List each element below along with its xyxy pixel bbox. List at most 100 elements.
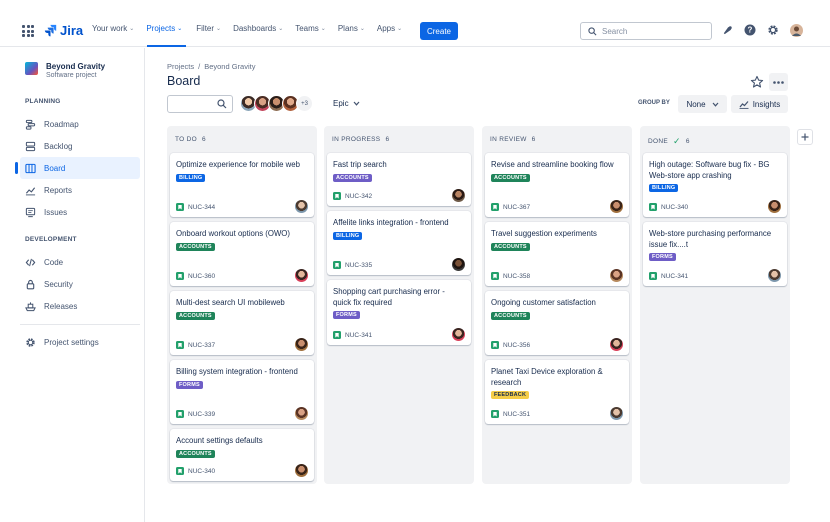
- avatar[interactable]: [295, 407, 308, 420]
- add-column-button[interactable]: [797, 129, 813, 145]
- avatar[interactable]: [610, 269, 623, 282]
- issue-card[interactable]: Multi-dest search UI mobileweb ACCOUNTS …: [170, 291, 314, 355]
- project-header[interactable]: Beyond Gravity Software project: [25, 62, 105, 79]
- avatar[interactable]: [610, 338, 623, 351]
- insights-label: Insights: [752, 99, 781, 109]
- card-footer: NUC-341: [333, 331, 372, 339]
- avatar[interactable]: [295, 464, 308, 477]
- nav-filter[interactable]: Filter ⌄: [196, 24, 221, 33]
- issue-key: NUC-335: [345, 261, 373, 269]
- card-title: Travel suggestion experiments: [491, 229, 597, 238]
- nav-projects[interactable]: Projects ⌄: [146, 24, 184, 33]
- card-footer: NUC-337: [176, 341, 215, 349]
- notifications-icon[interactable]: [720, 23, 734, 37]
- ship-icon: [25, 301, 36, 311]
- nav-label: Filter: [196, 24, 215, 33]
- nav-dashboards[interactable]: Dashboards ⌄: [233, 24, 283, 33]
- sidebar-item-security[interactable]: Security: [20, 273, 140, 295]
- avatar[interactable]: [452, 189, 465, 202]
- issue-card[interactable]: Travel suggestion experiments ACCOUNTS N…: [485, 222, 629, 286]
- nav-plans[interactable]: Plans ⌄: [338, 24, 365, 33]
- avatar[interactable]: [295, 269, 308, 282]
- issue-card[interactable]: Optimize experience for mobile web BILLI…: [170, 153, 314, 217]
- chevron-down-icon: ⌄: [320, 26, 326, 32]
- group-by-select[interactable]: None: [678, 95, 727, 113]
- issue-card[interactable]: Fast trip search ACCOUNTS NUC-342: [327, 153, 471, 206]
- sidebar-item-roadmap[interactable]: Roadmap: [20, 113, 140, 135]
- sidebar-divider: [20, 324, 140, 325]
- issue-card[interactable]: Web-store purchasing performance issue f…: [643, 222, 787, 286]
- column-title: IN PROGRESS: [332, 136, 381, 143]
- avatar[interactable]: [768, 200, 781, 213]
- issue-card[interactable]: Onboard workout options (OWO) ACCOUNTS N…: [170, 222, 314, 286]
- sidebar-item-reports[interactable]: Reports: [20, 179, 140, 201]
- jira-logo-icon: [44, 24, 57, 37]
- planning-section-label: PLANNING: [25, 98, 61, 105]
- issue-card[interactable]: Planet Taxi Device exploration & researc…: [485, 360, 629, 424]
- avatar[interactable]: [768, 269, 781, 282]
- issue-card[interactable]: Affelite links integration - frontend BI…: [327, 211, 471, 275]
- jira-logo[interactable]: Jira: [44, 23, 83, 38]
- story-icon: [176, 341, 184, 349]
- sidebar-item-label: Roadmap: [44, 119, 79, 129]
- breadcrumb-project[interactable]: Beyond Gravity: [204, 62, 256, 71]
- sidebar-item-issues[interactable]: Issues: [20, 201, 140, 223]
- card-title: Optimize experience for mobile web: [176, 160, 300, 169]
- column-count: 6: [385, 136, 390, 143]
- issue-card[interactable]: Billing system integration - frontend FO…: [170, 360, 314, 424]
- subtask-icon: [333, 192, 341, 200]
- chevron-down-icon: ⌄: [359, 26, 365, 32]
- sidebar-item-label: Code: [44, 257, 64, 267]
- issue-key: NUC-351: [503, 410, 531, 418]
- issue-card[interactable]: Shopping cart purchasing error - quick f…: [327, 280, 471, 345]
- user-avatar[interactable]: [789, 23, 803, 37]
- card-label: ACCOUNTS: [176, 242, 215, 251]
- card-footer: NUC-367: [491, 203, 530, 211]
- chevron-down-icon: [353, 101, 360, 106]
- issue-card[interactable]: Revise and streamline booking flow ACCOU…: [485, 153, 629, 217]
- card-footer: NUC-340: [176, 467, 215, 475]
- avatar[interactable]: [610, 407, 623, 420]
- sidebar-item-label: Security: [44, 279, 73, 289]
- help-icon[interactable]: ?: [743, 23, 757, 37]
- global-search-input[interactable]: Search: [580, 22, 712, 40]
- issue-card[interactable]: High outage: Software bug fix - BG Web-s…: [643, 153, 787, 217]
- project-type: Software project: [46, 72, 97, 79]
- settings-gear-icon[interactable]: [766, 23, 780, 37]
- issue-card[interactable]: Ongoing customer satisfaction ACCOUNTS N…: [485, 291, 629, 355]
- sidebar-item-code[interactable]: Code: [20, 251, 140, 273]
- nav-apps[interactable]: Apps ⌄: [377, 24, 402, 33]
- nav-label: Your work: [92, 24, 128, 33]
- card-title: Multi-dest search UI mobileweb: [176, 298, 285, 307]
- avatar[interactable]: [452, 328, 465, 341]
- avatar[interactable]: [295, 338, 308, 351]
- insights-button[interactable]: Insights: [731, 95, 788, 113]
- sidebar-item-releases[interactable]: Releases: [20, 295, 140, 317]
- card-title: High outage: Software bug fix - BG Web-s…: [649, 160, 770, 180]
- card-title: Web-store purchasing performance issue f…: [649, 229, 772, 249]
- create-button[interactable]: Create: [420, 22, 458, 40]
- issue-key: NUC-341: [345, 331, 373, 339]
- nav-label: Plans: [337, 24, 358, 33]
- star-icon[interactable]: [750, 75, 764, 89]
- breadcrumb-projects[interactable]: Projects: [167, 62, 195, 71]
- more-avatars-badge[interactable]: +3: [296, 95, 313, 112]
- issue-card[interactable]: Account settings defaults ACCOUNTS NUC-3…: [170, 429, 314, 481]
- avatar[interactable]: [610, 200, 623, 213]
- app-switcher-icon[interactable]: [22, 25, 34, 37]
- story-icon: [176, 272, 184, 280]
- sidebar-item-project-settings[interactable]: Project settings: [20, 331, 140, 353]
- sidebar-item-board[interactable]: Board: [20, 157, 140, 179]
- avatar[interactable]: [295, 200, 308, 213]
- more-actions-button[interactable]: [769, 73, 788, 91]
- epic-filter-label: Epic: [333, 99, 349, 108]
- nav-menu: Your work ⌄ Projects ⌄ Filter ⌄ Dashboards ⌄…: [92, 24, 402, 33]
- avatar[interactable]: [452, 258, 465, 271]
- nav-teams[interactable]: Teams ⌄: [295, 24, 326, 33]
- sidebar-item-label: Backlog: [44, 141, 73, 151]
- board-search-input[interactable]: [167, 95, 233, 113]
- sidebar-item-label: Reports: [44, 185, 73, 195]
- epic-filter-dropdown[interactable]: Epic: [333, 99, 360, 108]
- nav-your-work[interactable]: Your work ⌄: [92, 24, 134, 33]
- sidebar-item-backlog[interactable]: Backlog: [20, 135, 140, 157]
